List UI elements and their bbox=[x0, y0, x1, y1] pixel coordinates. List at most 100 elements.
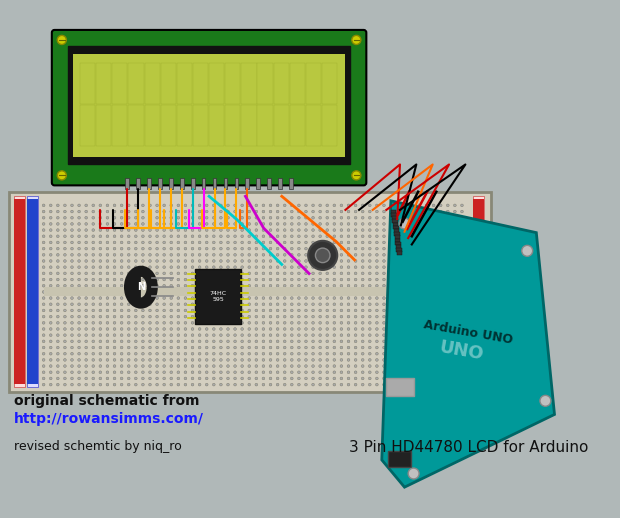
Circle shape bbox=[63, 210, 66, 213]
Circle shape bbox=[50, 247, 52, 250]
Circle shape bbox=[106, 204, 108, 207]
Circle shape bbox=[85, 217, 87, 219]
Circle shape bbox=[277, 327, 279, 330]
Bar bbox=[112, 63, 128, 104]
Circle shape bbox=[149, 284, 151, 287]
Circle shape bbox=[425, 365, 428, 367]
Circle shape bbox=[56, 340, 59, 343]
Circle shape bbox=[354, 284, 357, 287]
Circle shape bbox=[368, 210, 371, 213]
Circle shape bbox=[298, 291, 300, 293]
Circle shape bbox=[170, 266, 172, 268]
Circle shape bbox=[319, 266, 322, 268]
Circle shape bbox=[184, 284, 187, 287]
Circle shape bbox=[383, 346, 385, 349]
Circle shape bbox=[205, 365, 208, 367]
Circle shape bbox=[425, 358, 428, 361]
Circle shape bbox=[85, 284, 87, 287]
Bar bbox=[193, 105, 208, 146]
Circle shape bbox=[241, 217, 244, 219]
Circle shape bbox=[283, 217, 286, 219]
Circle shape bbox=[234, 291, 236, 293]
Circle shape bbox=[234, 278, 236, 281]
Circle shape bbox=[170, 284, 172, 287]
Circle shape bbox=[347, 346, 350, 349]
Circle shape bbox=[290, 210, 293, 213]
Circle shape bbox=[397, 346, 399, 349]
Circle shape bbox=[63, 309, 66, 312]
Circle shape bbox=[149, 352, 151, 355]
Circle shape bbox=[390, 235, 392, 238]
Circle shape bbox=[191, 365, 194, 367]
Circle shape bbox=[440, 272, 442, 275]
Circle shape bbox=[354, 352, 357, 355]
Circle shape bbox=[425, 327, 428, 330]
Circle shape bbox=[219, 284, 222, 287]
Circle shape bbox=[78, 266, 81, 268]
Circle shape bbox=[269, 291, 272, 293]
Circle shape bbox=[540, 395, 551, 406]
Circle shape bbox=[205, 309, 208, 312]
Circle shape bbox=[418, 297, 421, 299]
Circle shape bbox=[213, 210, 215, 213]
Circle shape bbox=[113, 291, 116, 293]
Circle shape bbox=[113, 241, 116, 244]
Circle shape bbox=[205, 297, 208, 299]
Circle shape bbox=[50, 322, 52, 324]
Circle shape bbox=[376, 260, 378, 262]
Circle shape bbox=[213, 266, 215, 268]
Circle shape bbox=[149, 322, 151, 324]
Bar bbox=[148, 178, 151, 189]
Circle shape bbox=[42, 358, 45, 361]
Circle shape bbox=[42, 365, 45, 367]
Circle shape bbox=[340, 291, 343, 293]
Circle shape bbox=[120, 377, 123, 380]
Circle shape bbox=[248, 352, 250, 355]
Circle shape bbox=[340, 260, 343, 262]
Circle shape bbox=[312, 241, 314, 244]
Circle shape bbox=[78, 297, 81, 299]
Bar bbox=[396, 242, 401, 246]
Circle shape bbox=[383, 223, 385, 225]
Circle shape bbox=[56, 327, 59, 330]
Circle shape bbox=[283, 284, 286, 287]
Circle shape bbox=[269, 297, 272, 299]
Circle shape bbox=[397, 358, 399, 361]
Circle shape bbox=[127, 266, 130, 268]
Circle shape bbox=[453, 334, 456, 337]
Circle shape bbox=[113, 223, 116, 225]
Circle shape bbox=[453, 322, 456, 324]
Circle shape bbox=[135, 352, 137, 355]
Circle shape bbox=[78, 253, 81, 256]
Circle shape bbox=[170, 358, 172, 361]
Circle shape bbox=[63, 334, 66, 337]
Circle shape bbox=[99, 297, 102, 299]
Circle shape bbox=[347, 229, 350, 232]
Circle shape bbox=[347, 352, 350, 355]
Circle shape bbox=[241, 229, 244, 232]
Bar bbox=[14, 196, 25, 387]
Circle shape bbox=[149, 315, 151, 318]
Circle shape bbox=[368, 383, 371, 386]
Circle shape bbox=[85, 322, 87, 324]
Circle shape bbox=[241, 297, 244, 299]
Circle shape bbox=[269, 358, 272, 361]
Circle shape bbox=[241, 223, 244, 225]
Circle shape bbox=[177, 334, 180, 337]
Circle shape bbox=[411, 297, 414, 299]
Circle shape bbox=[106, 260, 108, 262]
Circle shape bbox=[127, 204, 130, 207]
Circle shape bbox=[390, 309, 392, 312]
Circle shape bbox=[326, 284, 329, 287]
Bar bbox=[195, 269, 241, 324]
Circle shape bbox=[198, 260, 201, 262]
Circle shape bbox=[333, 303, 335, 306]
Circle shape bbox=[397, 334, 399, 337]
Circle shape bbox=[319, 383, 322, 386]
Circle shape bbox=[461, 334, 463, 337]
Circle shape bbox=[390, 377, 392, 380]
Circle shape bbox=[397, 204, 399, 207]
Circle shape bbox=[361, 272, 364, 275]
Circle shape bbox=[63, 253, 66, 256]
Bar bbox=[225, 63, 241, 104]
